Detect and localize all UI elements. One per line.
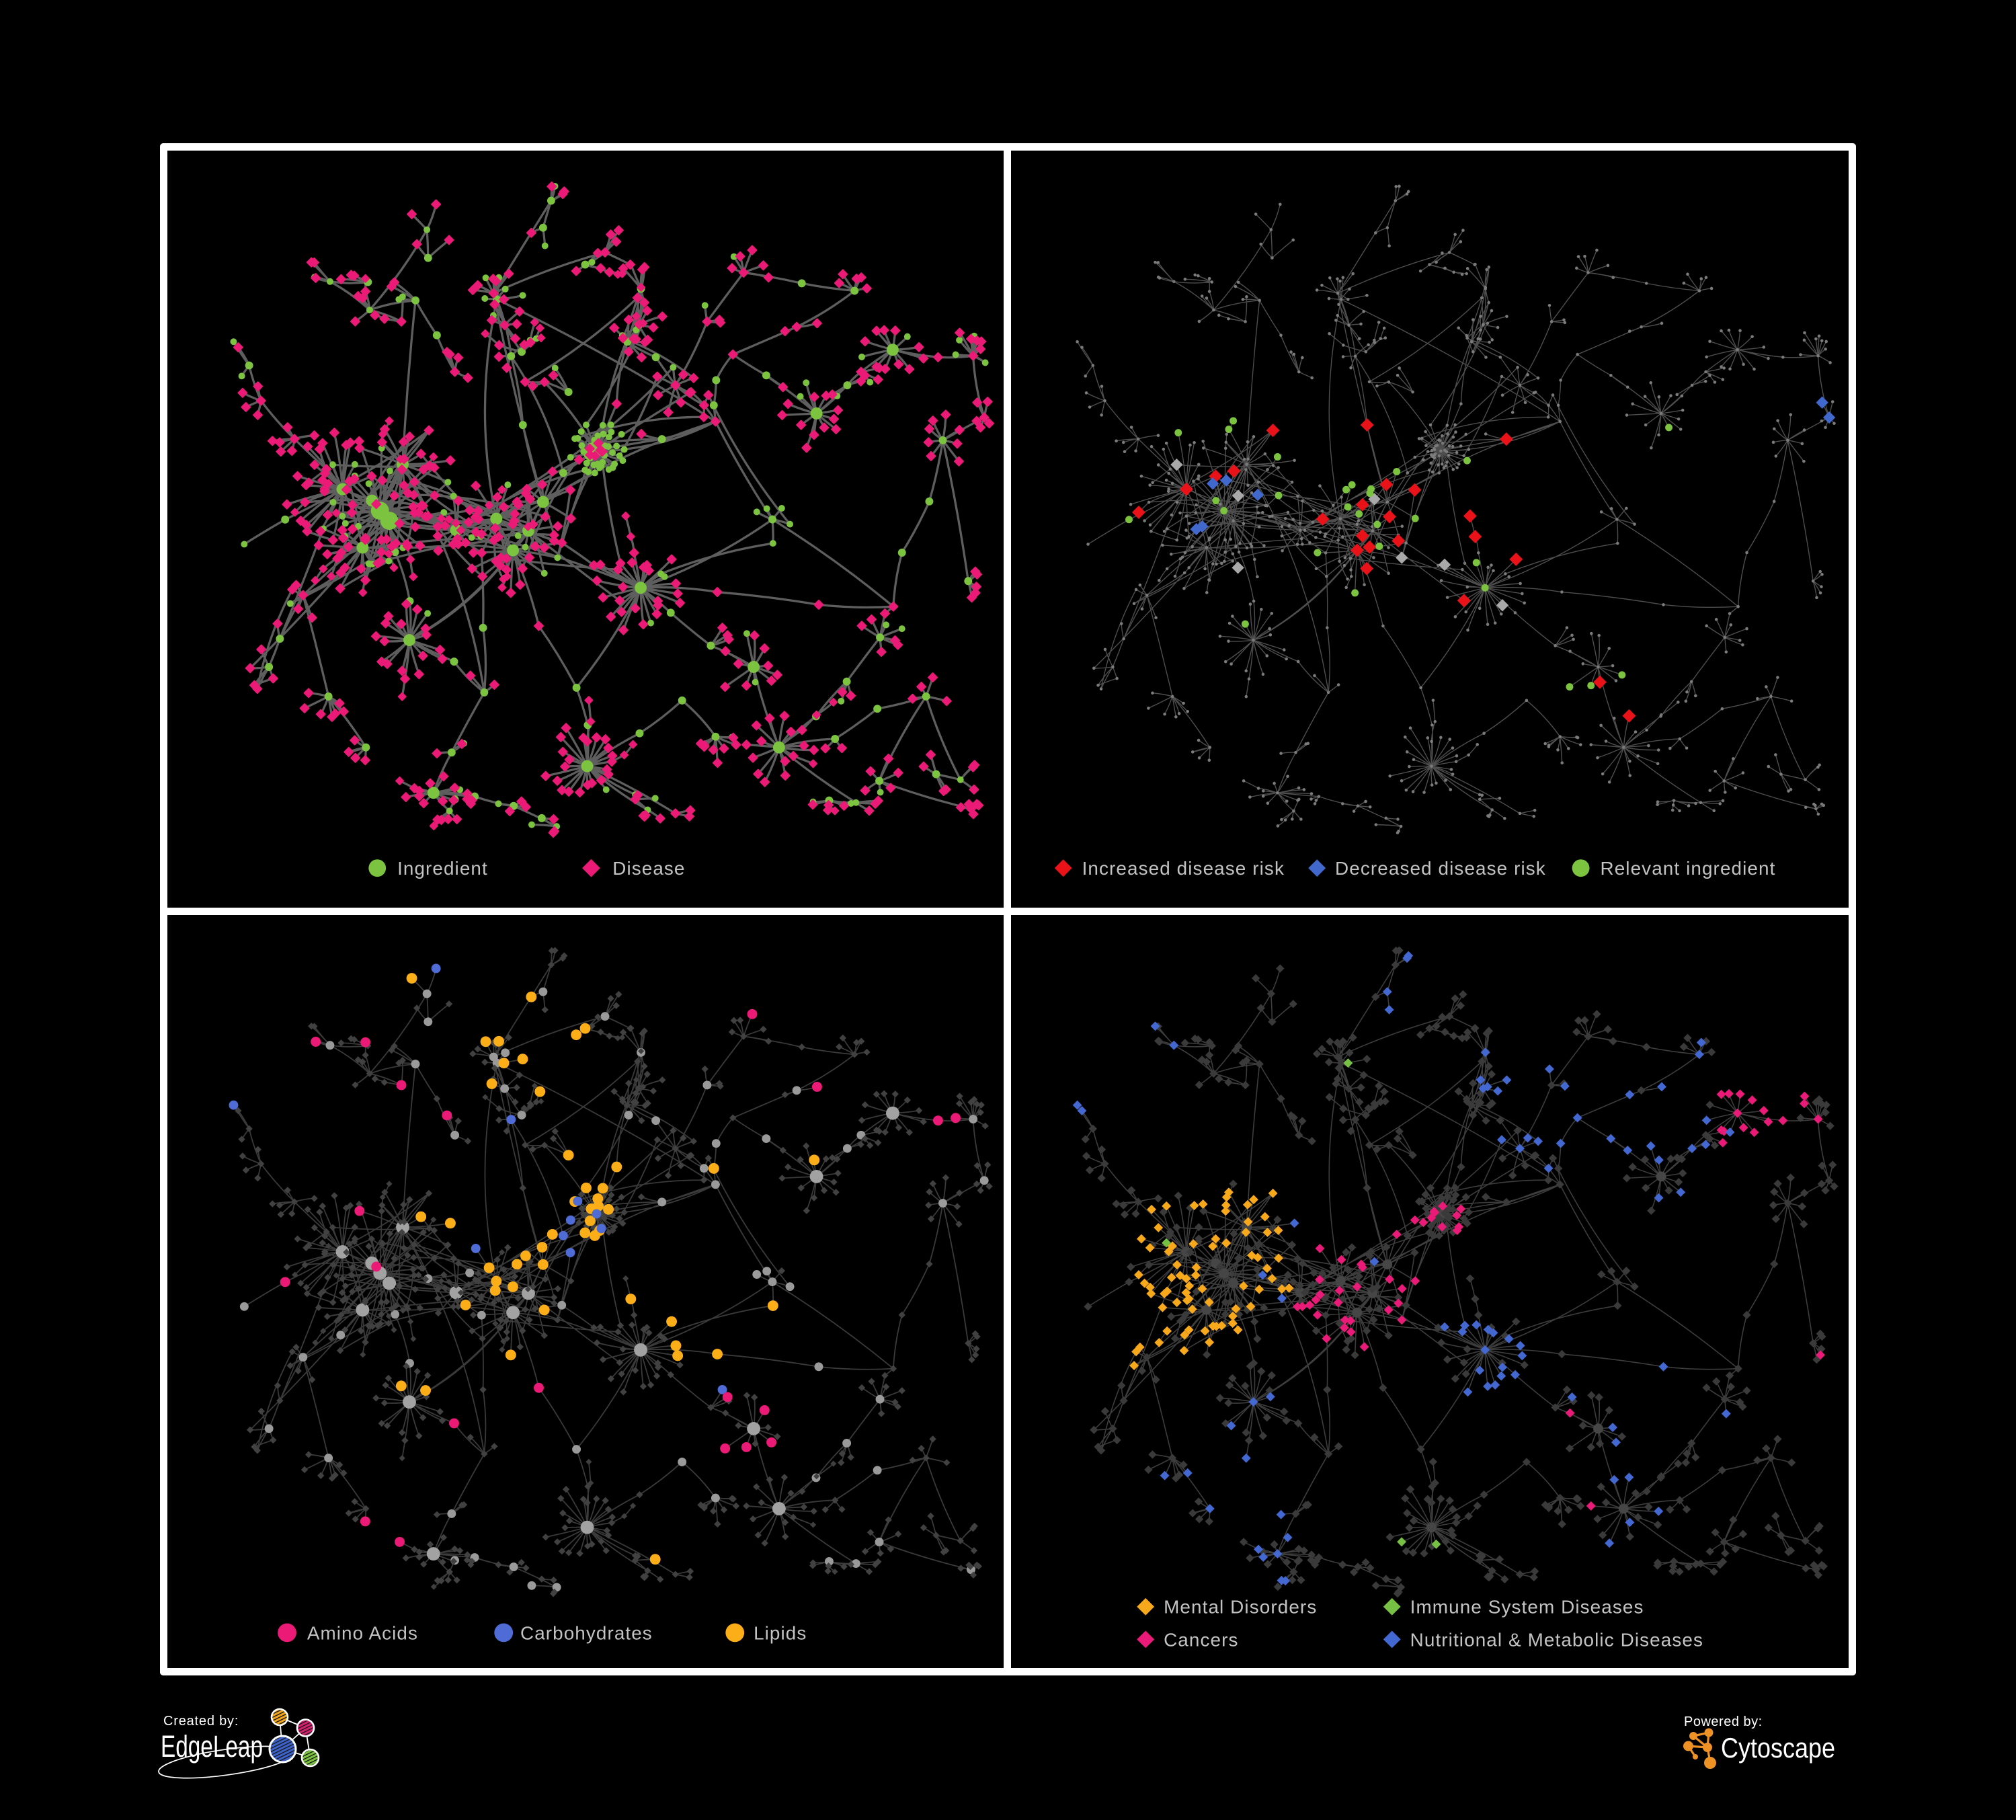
- svg-text:Carbohydrates: Carbohydrates: [520, 1622, 653, 1643]
- svg-text:Lipids: Lipids: [754, 1622, 807, 1643]
- svg-text:Mental Disorders: Mental Disorders: [1164, 1597, 1317, 1618]
- svg-text:Powered by:: Powered by:: [1684, 1714, 1763, 1729]
- svg-text:Cancers: Cancers: [1164, 1629, 1239, 1650]
- svg-text:Relevant ingredient: Relevant ingredient: [1600, 858, 1775, 879]
- svg-text:Increased disease risk: Increased disease risk: [1082, 858, 1285, 879]
- svg-text:Ingredient: Ingredient: [397, 858, 488, 879]
- svg-text:Cytoscape: Cytoscape: [1721, 1732, 1835, 1764]
- svg-text:EdgeLeap: EdgeLeap: [161, 1729, 263, 1764]
- svg-text:Amino Acids: Amino Acids: [307, 1622, 418, 1643]
- svg-text:Nutritional & Metabolic Diseas: Nutritional & Metabolic Diseases: [1410, 1629, 1703, 1650]
- svg-text:Decreased disease risk: Decreased disease risk: [1335, 858, 1546, 879]
- svg-text:Disease: Disease: [612, 858, 685, 879]
- svg-text:Immune System Diseases: Immune System Diseases: [1410, 1597, 1644, 1618]
- svg-text:Created by:: Created by:: [163, 1714, 239, 1729]
